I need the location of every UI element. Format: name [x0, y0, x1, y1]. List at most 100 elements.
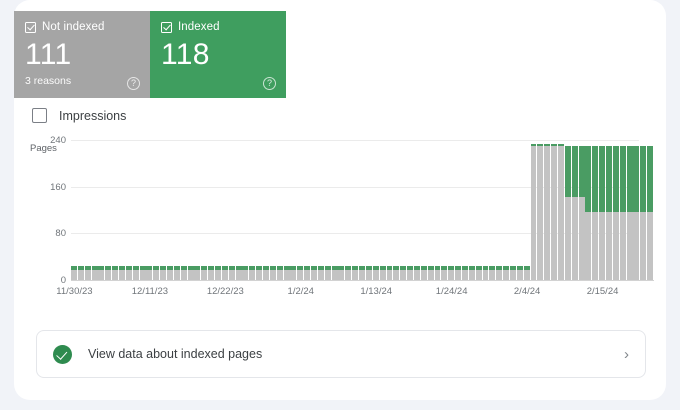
chart-bar[interactable] — [503, 266, 510, 280]
chart-bar[interactable] — [242, 266, 249, 280]
bar-segment-not-indexed — [91, 269, 98, 280]
chart-bar[interactable] — [283, 266, 290, 280]
chart-bar[interactable] — [256, 266, 263, 280]
chart-bar[interactable] — [413, 266, 420, 280]
chart-bar[interactable] — [112, 266, 119, 280]
chart-bar[interactable] — [269, 266, 276, 280]
chart-bar[interactable] — [167, 266, 173, 280]
chart-bar[interactable] — [640, 146, 647, 280]
chart-bar[interactable] — [132, 266, 139, 280]
chart-bar[interactable] — [365, 266, 372, 280]
checkbox-checked-icon[interactable] — [25, 21, 36, 33]
chart-bar[interactable] — [427, 266, 434, 280]
chart-bar[interactable] — [605, 146, 612, 280]
chart-bar[interactable] — [324, 266, 331, 280]
bar-segment-not-indexed — [578, 196, 585, 280]
help-icon[interactable]: ? — [127, 77, 140, 90]
chart-bar[interactable] — [228, 266, 235, 280]
chart-bar[interactable] — [160, 266, 167, 280]
chart-bar[interactable] — [612, 146, 619, 280]
chart-bar[interactable] — [235, 266, 242, 280]
chart-bar[interactable] — [386, 266, 393, 280]
chart-bar[interactable] — [290, 266, 297, 280]
chart-bar[interactable] — [633, 146, 640, 280]
help-icon[interactable]: ? — [263, 77, 276, 90]
chart-bar[interactable] — [331, 266, 338, 280]
chart-bar[interactable] — [379, 266, 386, 280]
chart-bar[interactable] — [592, 146, 599, 280]
bar-segment-not-indexed — [187, 269, 194, 280]
chart-bar[interactable] — [146, 266, 153, 280]
status-tab-not-indexed[interactable]: Not indexed 111 3 reasons? — [14, 11, 150, 98]
chart-bar[interactable] — [201, 266, 208, 280]
chart-bar[interactable] — [455, 266, 462, 280]
chart-bar[interactable] — [311, 266, 317, 280]
chart-bar[interactable] — [475, 266, 482, 280]
status-tab-indexed[interactable]: Indexed 118? — [150, 11, 286, 98]
chart-bar[interactable] — [372, 266, 379, 280]
chevron-right-icon[interactable]: › — [624, 345, 629, 363]
chart-bar[interactable] — [221, 266, 228, 280]
view-indexed-pages-link[interactable]: View data about indexed pages › — [36, 330, 646, 378]
chart-bar[interactable] — [359, 266, 366, 280]
chart-bar[interactable] — [304, 266, 311, 280]
chart-bar[interactable] — [564, 146, 571, 280]
chart-bar[interactable] — [345, 266, 352, 280]
chart-bar[interactable] — [468, 266, 475, 280]
chart-bar[interactable] — [482, 266, 489, 280]
chart-bar[interactable] — [249, 266, 256, 280]
chart-bar[interactable] — [297, 266, 304, 280]
chart-bar[interactable] — [119, 266, 125, 280]
chart-bar[interactable] — [516, 266, 523, 280]
impressions-checkbox-icon[interactable] — [32, 108, 47, 123]
chart-bar[interactable] — [557, 143, 564, 280]
chart-bar[interactable] — [77, 266, 84, 280]
chart-bar[interactable] — [208, 266, 215, 280]
chart-bar[interactable] — [585, 146, 592, 280]
chart-bar[interactable] — [530, 143, 537, 280]
chart-bar[interactable] — [215, 266, 221, 280]
chart-bar[interactable] — [626, 146, 633, 280]
chart-bar[interactable] — [420, 266, 427, 280]
chart-bar[interactable] — [599, 146, 606, 280]
chart-bar[interactable] — [400, 266, 407, 280]
chart-bar[interactable] — [619, 146, 626, 280]
chart-bar[interactable] — [84, 266, 91, 280]
chart-bar[interactable] — [173, 266, 180, 280]
chart-bar[interactable] — [194, 266, 201, 280]
chart-bar[interactable] — [571, 146, 578, 280]
chart-bar[interactable] — [276, 266, 283, 280]
chart-bar[interactable] — [98, 266, 105, 280]
chart-bar[interactable] — [647, 146, 654, 280]
impressions-toggle[interactable]: Impressions — [32, 108, 126, 123]
chart-bar[interactable] — [544, 143, 551, 280]
chart-bar[interactable] — [496, 266, 503, 280]
chart-bar[interactable] — [461, 266, 468, 280]
chart-bar[interactable] — [578, 146, 585, 280]
checkbox-checked-icon[interactable] — [161, 21, 172, 33]
chart-bar[interactable] — [523, 266, 530, 280]
chart-bar[interactable] — [338, 266, 345, 280]
chart-bar[interactable] — [352, 266, 359, 280]
chart-bar[interactable] — [71, 266, 77, 280]
chart-bar[interactable] — [407, 266, 414, 280]
chart-bar[interactable] — [489, 266, 496, 280]
chart-bar[interactable] — [125, 266, 132, 280]
chart-bar[interactable] — [317, 266, 324, 280]
chart-bar[interactable] — [105, 266, 112, 280]
chart-bar[interactable] — [448, 266, 455, 280]
bar-segment-not-indexed — [530, 146, 537, 280]
chart-bar[interactable] — [509, 266, 516, 280]
chart-bar[interactable] — [91, 266, 98, 280]
chart-bar[interactable] — [434, 266, 441, 280]
chart-bar[interactable] — [551, 143, 558, 280]
chart-bar[interactable] — [393, 266, 400, 280]
chart-bar[interactable] — [139, 266, 146, 280]
chart-bar[interactable] — [441, 266, 448, 280]
bar-segment-not-indexed — [125, 269, 132, 280]
chart-bar[interactable] — [187, 266, 194, 280]
chart-bar[interactable] — [180, 266, 187, 280]
chart-bar[interactable] — [263, 266, 269, 280]
chart-bar[interactable] — [153, 266, 160, 280]
chart-bar[interactable] — [537, 143, 544, 280]
